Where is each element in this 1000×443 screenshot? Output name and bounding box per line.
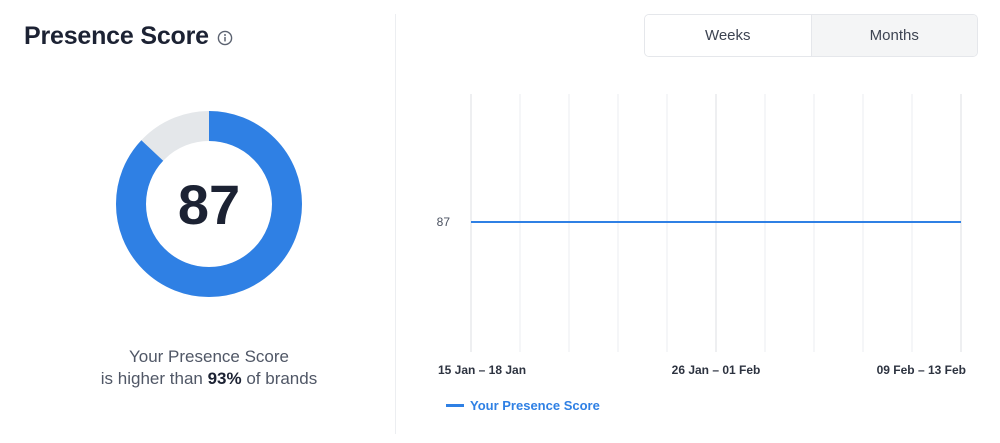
weeks-tab[interactable]: Weeks	[645, 15, 811, 56]
score-donut	[116, 111, 302, 297]
x-tick-label: 15 Jan – 18 Jan	[438, 363, 526, 377]
legend-label: Your Presence Score	[470, 398, 600, 413]
legend-swatch	[446, 404, 464, 407]
title-row: Presence Score	[24, 22, 233, 51]
caption-prefix: is higher than	[100, 369, 208, 388]
months-tab[interactable]: Months	[810, 15, 977, 56]
period-toggle: Weeks Months	[644, 14, 978, 57]
donut-arc	[116, 111, 302, 297]
x-tick-label: 26 Jan – 01 Feb	[672, 363, 761, 377]
page-title: Presence Score	[24, 22, 209, 50]
score-panel: Presence Score 87 Your Presence Score is…	[0, 0, 395, 443]
score-value: 87	[177, 172, 241, 236]
panel-divider	[395, 14, 396, 434]
score-caption-line1: Your Presence Score	[128, 347, 290, 366]
caption-suffix: of brands	[241, 369, 318, 388]
x-tick-label: 09 Feb – 13 Feb	[877, 363, 966, 377]
score-caption: Your Presence Score is higher than 93% o…	[60, 346, 358, 390]
presence-score-chart: 87 15 Jan – 18 Jan 26 Jan – 01 Feb 09 Feb –…	[437, 94, 966, 377]
score-caption-line2: is higher than 93% of brands	[60, 368, 358, 390]
legend-item[interactable]: Your Presence Score	[446, 398, 600, 413]
info-icon[interactable]	[217, 30, 233, 46]
caption-percentage: 93%	[207, 369, 242, 388]
y-tick-label: 87	[437, 215, 451, 229]
